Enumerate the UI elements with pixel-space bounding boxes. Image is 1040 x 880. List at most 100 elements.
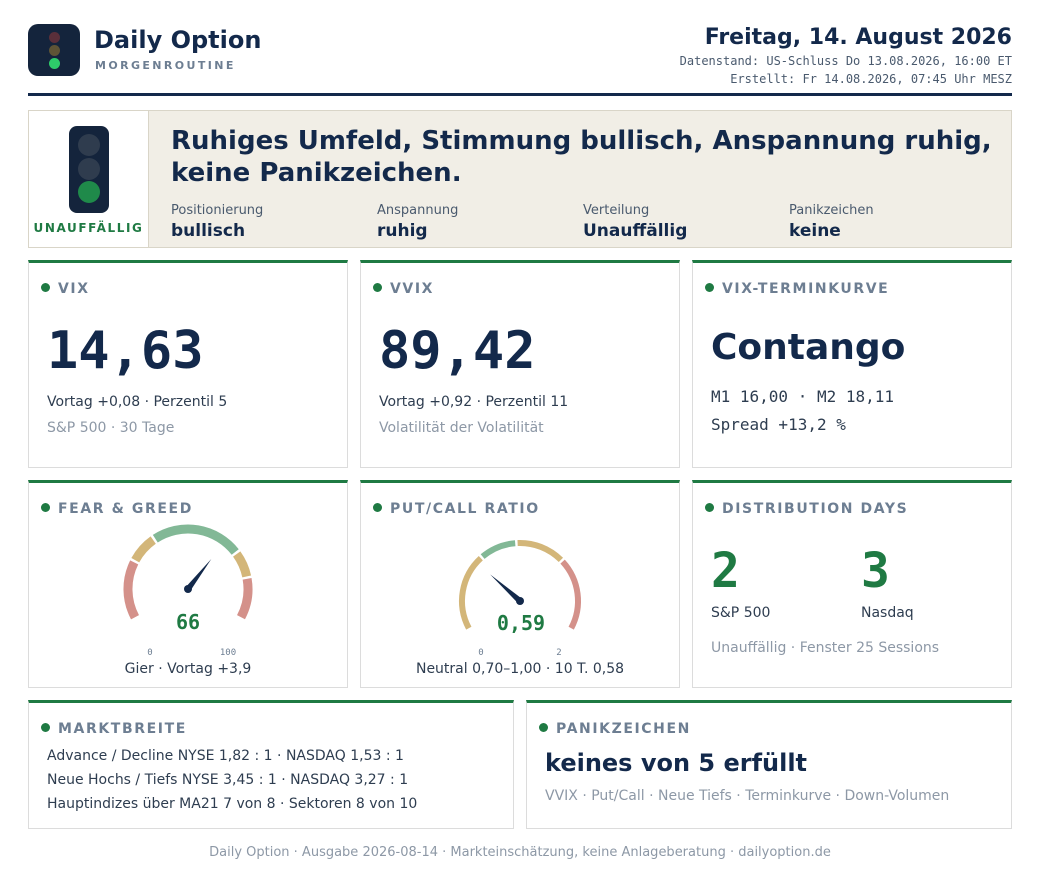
stat-value: bullisch <box>171 221 246 241</box>
stat-label: Verteilung <box>583 203 650 218</box>
term-spread: Spread +13,2 % <box>711 415 846 434</box>
gauge-value-label: 0,59 <box>497 611 545 635</box>
yellow-lamp <box>78 158 100 180</box>
card-header: FEAR & GREED <box>41 498 193 517</box>
logo-green-lamp <box>49 58 60 69</box>
card-title: MARKTBREITE <box>58 721 187 737</box>
card-header: PUT/CALL RATIO <box>373 498 540 517</box>
card-header: VIX-TERMINKURVE <box>705 278 889 297</box>
card-header: VIX <box>41 278 90 297</box>
gauge-hub <box>184 585 192 593</box>
distribution-note: Unauffällig · Fenster 25 Sessions <box>711 640 940 656</box>
card-header: DISTRIBUTION DAYS <box>705 498 908 517</box>
brand-subtitle: MORGENROUTINE <box>95 59 236 72</box>
gauge-needle <box>490 574 522 604</box>
header-divider <box>28 93 1012 96</box>
card-title: VIX <box>58 281 90 297</box>
vvix-change: Vortag +0,92 · Perzentil 11 <box>379 394 569 410</box>
gauge-zone-green <box>152 524 239 555</box>
put-call-gauge: 0,59 0 2 <box>459 539 581 658</box>
page-date: Freitag, 14. August 2026 <box>704 25 1012 50</box>
gauge-hub <box>516 597 524 605</box>
status-dot-icon <box>539 723 548 732</box>
stat-positioning: Positionierung bullisch <box>171 203 263 241</box>
stat-label: Anspannung <box>377 203 459 218</box>
card-fear-greed: FEAR & GREED 66 0 100 Gier · Vortag +3,9 <box>28 480 348 688</box>
brand-title: Daily Option <box>94 26 262 54</box>
vvix-description: Volatilität der Volatilität <box>379 420 544 436</box>
card-panic-signs: PANIKZEICHEN keines von 5 erfüllt VVIX ·… <box>526 700 1012 829</box>
status-dot-icon <box>373 503 382 512</box>
card-put-call: PUT/CALL RATIO 0,59 0 2 Neutral 0,70–1,0… <box>360 480 680 688</box>
gauge-zone-yellow <box>232 551 252 578</box>
breadth-highs-lows: Neue Hochs / Tiefs NYSE 3,45 : 1 · NASDA… <box>47 772 409 788</box>
card-title: FEAR & GREED <box>58 501 193 517</box>
vix-description: S&P 500 · 30 Tage <box>47 420 175 436</box>
signal-panel: UNAUFFÄLLIG <box>29 111 149 247</box>
term-months: M1 16,00 · M2 18,11 <box>711 387 895 406</box>
gauge-max-label: 2 <box>556 648 561 658</box>
logo-red-lamp <box>49 32 60 43</box>
gauge-min-label: 0 <box>147 648 152 658</box>
distribution-nasdaq-label: Nasdaq <box>861 605 914 621</box>
stat-panic: Panikzeichen keine <box>789 203 874 241</box>
card-market-breadth: MARKTBREITE Advance / Decline NYSE 1,82 … <box>28 700 514 829</box>
panic-criteria: VVIX · Put/Call · Neue Tiefs · Terminkur… <box>545 788 950 804</box>
card-vix: VIX 14,63 Vortag +0,08 · Perzentil 5 S&P… <box>28 260 348 468</box>
red-lamp <box>78 134 100 156</box>
footer: Daily Option · Ausgabe 2026-08-14 · Mark… <box>209 845 831 860</box>
panic-headline: keines von 5 erfüllt <box>545 749 808 777</box>
vix-value: 14,63 <box>47 321 204 381</box>
created-timestamp: Erstellt: Fr 14.08.2026, 07:45 Uhr MESZ <box>730 72 1012 86</box>
status-dot-icon <box>373 283 382 292</box>
gauge-zone-yellow <box>131 536 156 563</box>
gauge-value-label: 66 <box>176 610 200 634</box>
stat-value: keine <box>789 221 841 241</box>
card-title: VIX-TERMINKURVE <box>722 281 890 297</box>
card-vvix: VVIX 89,42 Vortag +0,92 · Perzentil 11 V… <box>360 260 680 468</box>
put-call-caption: Neutral 0,70–1,00 · 10 T. 0,58 <box>415 661 625 677</box>
traffic-light-icon <box>69 126 109 213</box>
gauge-zone-red <box>560 559 581 630</box>
distribution-sp500-label: S&P 500 <box>711 605 771 621</box>
gauge-zone-yellow <box>517 539 564 563</box>
status-dot-icon <box>41 723 50 732</box>
card-title: PUT/CALL RATIO <box>390 501 540 517</box>
card-header: MARKTBREITE <box>41 718 187 737</box>
card-distribution-days: DISTRIBUTION DAYS 2 S&P 500 3 Nasdaq Una… <box>692 480 1012 688</box>
stat-value: Unauffällig <box>583 221 688 241</box>
stat-value: ruhig <box>377 221 428 241</box>
distribution-nasdaq-value: 3 <box>861 543 890 599</box>
term-structure-value: Contango <box>711 327 906 368</box>
card-header: PANIKZEICHEN <box>539 718 691 737</box>
card-title: VVIX <box>390 281 435 297</box>
fear-greed-gauge: 66 0 100 <box>123 524 253 658</box>
vix-change: Vortag +0,08 · Perzentil 5 <box>47 394 228 410</box>
gauge-zone-red <box>123 560 140 620</box>
card-title: PANIKZEICHEN <box>556 721 691 737</box>
stat-tension: Anspannung ruhig <box>377 203 458 241</box>
logo-traffic-light-icon <box>28 24 80 76</box>
gauge-zone-red <box>236 578 253 620</box>
green-lamp <box>78 181 100 203</box>
signal-label: UNAUFFÄLLIG <box>33 221 144 235</box>
breadth-advance-decline: Advance / Decline NYSE 1,82 : 1 · NASDAQ… <box>47 748 404 764</box>
card-term-structure: VIX-TERMINKURVE Contango M1 16,00 · M2 1… <box>692 260 1012 468</box>
breadth-ma21: Hauptindizes über MA21 7 von 8 · Sektore… <box>47 796 418 812</box>
status-dot-icon <box>705 503 714 512</box>
gauge-max-label: 100 <box>220 648 236 658</box>
card-title: DISTRIBUTION DAYS <box>722 501 909 517</box>
summary-headline: Ruhiges Umfeld, Stimmung bullisch, Anspa… <box>171 126 992 188</box>
status-dot-icon <box>705 283 714 292</box>
gauge-zone-yellow <box>459 555 483 630</box>
stat-label: Positionierung <box>171 203 264 218</box>
gauge-needle <box>185 559 212 591</box>
vvix-value: 89,42 <box>379 321 536 381</box>
logo-yellow-lamp <box>49 45 60 56</box>
card-header: VVIX <box>373 278 434 297</box>
stat-distribution: Verteilung Unauffällig <box>583 203 687 241</box>
status-dot-icon <box>41 503 50 512</box>
stat-label: Panikzeichen <box>789 203 874 218</box>
gauge-min-label: 0 <box>478 648 483 658</box>
data-status: Datenstand: US-Schluss Do 13.08.2026, 16… <box>679 54 1012 68</box>
